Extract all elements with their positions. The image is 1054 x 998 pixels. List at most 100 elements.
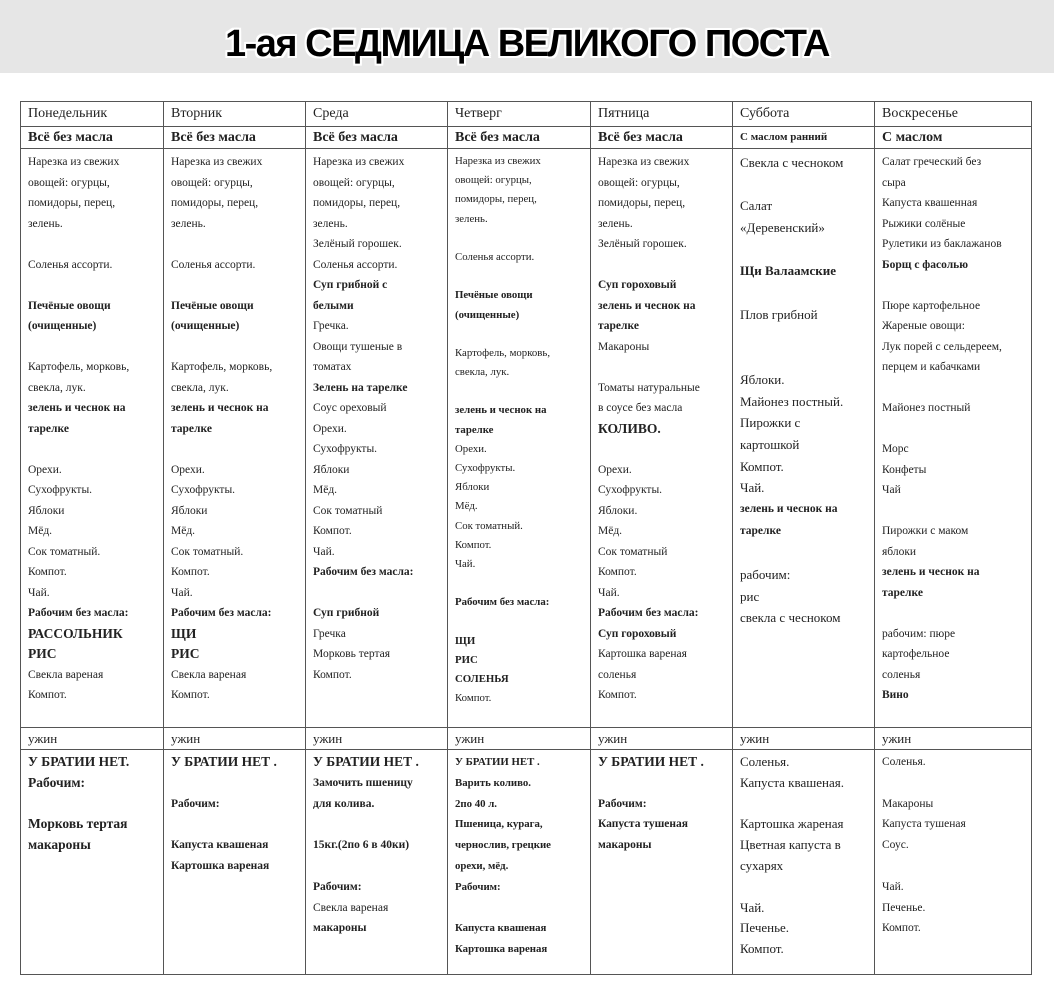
lunch-cell-wed: Нарезка из свежих овощей: огурцы, помидоры… bbox=[305, 148, 448, 728]
menu-item: тарелке bbox=[598, 320, 639, 332]
blank-line bbox=[740, 794, 874, 815]
menu-item: овощей: огурцы, bbox=[313, 176, 395, 189]
blank-line bbox=[882, 603, 1031, 624]
dinner-row: У БРАТИИ НЕТ. Рабочим: Морковь тертая макар… bbox=[20, 749, 1032, 975]
menu-item: Нарезка из свежих bbox=[455, 155, 541, 167]
menu-item: Рабочим: bbox=[28, 774, 86, 790]
menu-item: Соленья ассорти. bbox=[313, 258, 398, 271]
menu-item: Нарезка из свежих bbox=[598, 156, 690, 168]
menu-item: соленья bbox=[882, 668, 921, 681]
menu-item: рабочим: пюре bbox=[882, 627, 956, 640]
day-name-tue: Вторник bbox=[163, 101, 306, 127]
blank-line bbox=[740, 282, 874, 304]
menu-item: зелень. bbox=[171, 217, 206, 230]
menu-item: Сок томатный. bbox=[455, 519, 523, 532]
menu-item: зелень. bbox=[455, 212, 488, 225]
blank-line bbox=[740, 542, 874, 564]
menu-item: орехи, мёд. bbox=[455, 859, 509, 872]
menu-item: соленья bbox=[598, 668, 637, 681]
fasting-rule-thu: Всё без масла bbox=[447, 126, 591, 149]
fasting-rule-tue: Всё без масла bbox=[163, 126, 306, 149]
menu-item: свекла, лук. bbox=[455, 366, 510, 379]
menu-item: Зелень на тарелке bbox=[313, 381, 408, 394]
menu-item: Щи Валаамские bbox=[740, 263, 836, 279]
menu-item: Капуста тушеная bbox=[598, 818, 688, 831]
menu-item: зелень и чеснок на bbox=[882, 566, 980, 578]
dinner-label-sat: ужин bbox=[732, 727, 875, 750]
menu-item: рис bbox=[740, 588, 760, 604]
menu-item: 15кг.(2по 6 в 40ки) bbox=[313, 839, 410, 852]
menu-item: Пирожки с маком bbox=[882, 525, 969, 537]
menu-item: помидоры, перец, bbox=[598, 197, 686, 209]
menu-item: Компот. bbox=[171, 566, 210, 578]
menu-item: Салат греческий без bbox=[882, 156, 982, 168]
menu-item: Орехи. bbox=[28, 463, 62, 476]
blank-line bbox=[740, 877, 874, 898]
lunch-cell-tue: Нарезка из свежих овощей: огурцы, помидоры… bbox=[163, 148, 306, 728]
menu-item: Суп грибной bbox=[313, 607, 380, 619]
menu-item: Мёд. bbox=[171, 525, 196, 537]
menu-item: Рыжики солёные bbox=[882, 217, 966, 230]
menu-item: зелень и чеснок на bbox=[28, 402, 126, 414]
menu-item: Картошка вареная bbox=[455, 943, 548, 956]
menu-item: Борщ с фасолью bbox=[882, 258, 969, 271]
blank-line bbox=[455, 229, 590, 248]
menu-item: Компот. bbox=[882, 922, 921, 935]
menu-item: (очищенные) bbox=[171, 320, 240, 332]
blank-line bbox=[171, 234, 305, 255]
dinner-cell-fri: У БРАТИИ НЕТ . Рабочим: Капуста тушеная мак… bbox=[590, 749, 733, 975]
menu-item: сыра bbox=[882, 176, 906, 189]
menu-item: Картошка жареная bbox=[740, 816, 844, 832]
menu-item: ЩИ bbox=[455, 634, 476, 647]
menu-item: Зелёный горошек. bbox=[598, 238, 687, 250]
menu-item: Чай. bbox=[455, 557, 476, 570]
day-name-sat: Суббота bbox=[732, 101, 875, 127]
menu-item: помидоры, перец, bbox=[313, 197, 401, 209]
menu-item: Сухофрукты. bbox=[313, 443, 378, 455]
menu-item: Замочить пшеницу bbox=[313, 776, 413, 789]
fasting-rule-row: Всё без масла Всё без масла Всё без масла В… bbox=[20, 126, 1032, 149]
menu-item: Чай. bbox=[882, 880, 904, 893]
blank-line bbox=[882, 275, 1031, 296]
menu-item: рабочим: bbox=[740, 567, 791, 583]
menu-item: У БРАТИИ НЕТ . bbox=[598, 754, 704, 769]
blank-line bbox=[171, 773, 305, 794]
menu-item: зелень и чеснок на bbox=[598, 299, 696, 312]
blank-line bbox=[455, 382, 590, 401]
lunch-cell-fri: Нарезка из свежих овощей: огурцы, помидоры… bbox=[590, 148, 733, 728]
day-name-thu: Четверг bbox=[447, 101, 591, 127]
menu-item: КОЛИВО. bbox=[598, 420, 661, 436]
blank-line bbox=[740, 326, 874, 348]
menu-item: У БРАТИИ НЕТ. bbox=[28, 754, 130, 769]
lunch-cell-thu: Нарезка из свежих овощей: огурцы, помидоры… bbox=[447, 148, 591, 728]
menu-item: свекла, лук. bbox=[171, 381, 229, 394]
menu-item: Рабочим без масла: bbox=[171, 607, 272, 619]
menu-item: Суп гороховый bbox=[598, 279, 677, 291]
menu-item: овощей: огурцы, bbox=[28, 176, 110, 189]
menu-item: Овощи тушеные в bbox=[313, 340, 403, 353]
menu-item: Компот. bbox=[313, 668, 352, 681]
menu-item: Соленья ассорти. bbox=[171, 258, 256, 271]
menu-item: сухарях bbox=[740, 857, 784, 873]
menu-item: Рабочим без масла: bbox=[455, 596, 550, 609]
blank-line bbox=[455, 613, 590, 632]
dinner-cell-tue: У БРАТИИ НЕТ . Рабочим: Капуста квашеная Ка… bbox=[163, 749, 306, 975]
title-band bbox=[0, 0, 1054, 73]
menu-item: макароны bbox=[598, 839, 652, 852]
menu-item: Варить коливо. bbox=[455, 776, 532, 789]
fasting-rule-mon: Всё без масла bbox=[20, 126, 164, 149]
menu-item: Компот. bbox=[740, 458, 784, 474]
menu-item: Печенье. bbox=[882, 901, 926, 914]
blank-line bbox=[455, 574, 590, 593]
blank-line bbox=[882, 501, 1031, 522]
menu-item: Рабочим без масла: bbox=[28, 607, 129, 619]
dinner-label-thu: ужин bbox=[447, 727, 591, 750]
menu-item: Свекла вареная bbox=[313, 901, 389, 914]
menu-item: Морковь тертая bbox=[313, 648, 391, 660]
blank-line bbox=[740, 239, 874, 261]
lunch-cell-mon: Нарезка из свежих овощей: огурцы, помидоры… bbox=[20, 148, 164, 728]
menu-item: Яблоки bbox=[28, 504, 65, 517]
menu-item: макароны bbox=[313, 922, 367, 935]
menu-item: картофельное bbox=[882, 648, 950, 660]
blank-line bbox=[171, 275, 305, 296]
